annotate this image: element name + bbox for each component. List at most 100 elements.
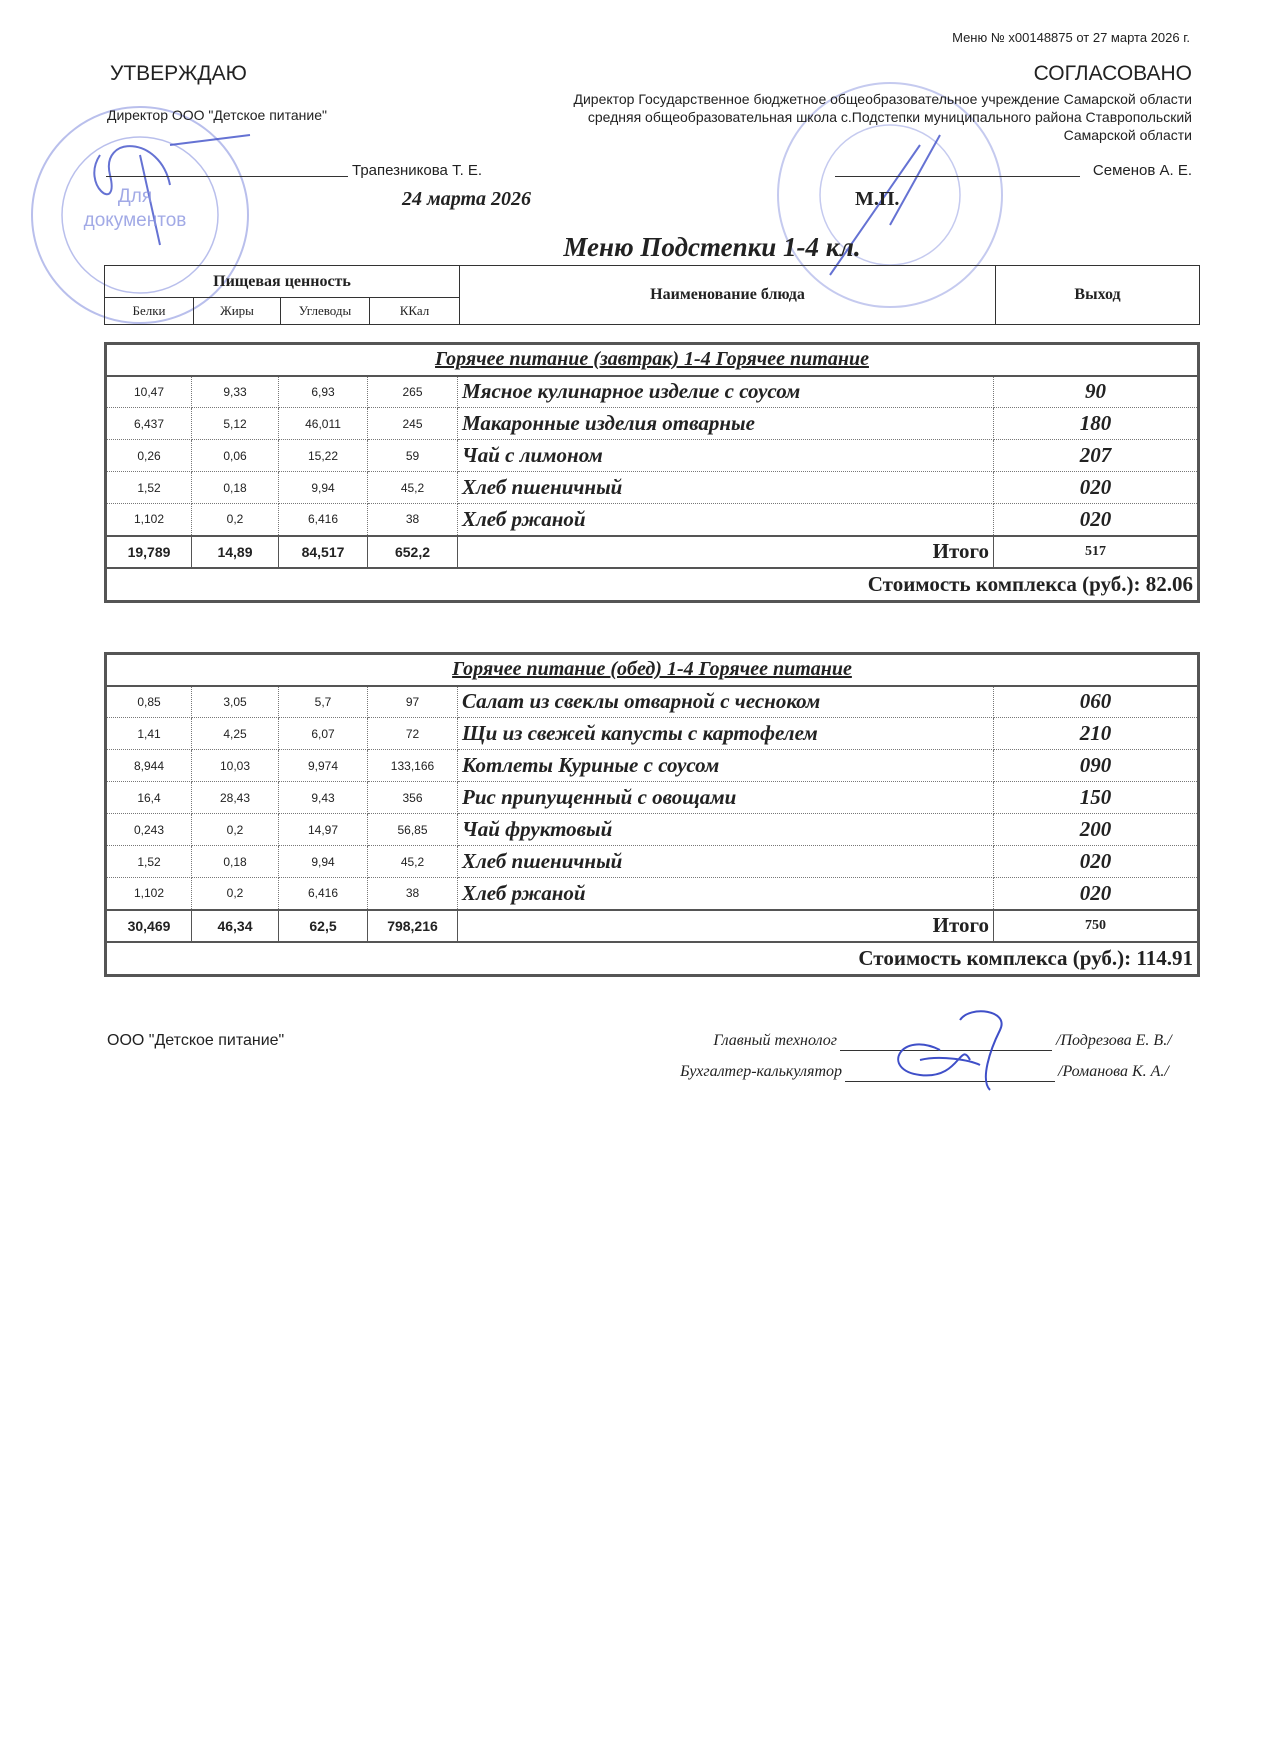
page-title: Меню Подстепки 1-4 кл. [563, 232, 861, 262]
total-carbs: 84,517 [278, 534, 368, 569]
cell-dish: Чай фруктовый [457, 813, 994, 846]
cell-carbs: 9,43 [278, 781, 368, 814]
cell-fats: 9,33 [191, 375, 279, 408]
cell-kcal: 133,166 [367, 749, 458, 782]
total-kcal: 652,2 [367, 534, 458, 569]
cell-output: 210 [993, 717, 1199, 750]
cell-carbs: 9,94 [278, 471, 368, 504]
cell-proteins: 1,41 [105, 717, 192, 750]
total-fats: 46,34 [191, 908, 279, 943]
cell-proteins: 1,102 [105, 877, 192, 910]
accountant-signature-line [845, 1081, 1055, 1082]
table-row: 1,52 0,18 9,94 45,2 Хлеб пшеничный 020 [105, 845, 1199, 878]
cell-fats: 10,03 [191, 749, 279, 782]
name-left: Трапезникова Т. Е. [352, 162, 483, 179]
cell-fats: 0,18 [191, 471, 279, 504]
total-dish: Итого [457, 908, 994, 943]
cell-carbs: 9,974 [278, 749, 368, 782]
cell-kcal: 56,85 [367, 813, 458, 846]
kcal-header: ККал [369, 297, 460, 325]
breakfast-section: Горячее питание (завтрак) 1-4 Горячее пи… [104, 342, 1200, 603]
cell-fats: 0,2 [191, 813, 279, 846]
cell-carbs: 5,7 [278, 685, 368, 718]
dish-header: Наименование блюда [459, 265, 996, 325]
complex-cost: Стоимость комплекса (руб.): 114.91 [105, 941, 1199, 976]
cell-fats: 5,12 [191, 407, 279, 440]
cell-output: 150 [993, 781, 1199, 814]
cell-output: 180 [993, 407, 1199, 440]
cell-carbs: 9,94 [278, 845, 368, 878]
cell-proteins: 6,437 [105, 407, 192, 440]
cell-kcal: 45,2 [367, 471, 458, 504]
approval-date: 24 марта 2026 [402, 188, 531, 210]
cell-output: 020 [993, 503, 1199, 536]
cell-kcal: 72 [367, 717, 458, 750]
technologist-role: Главный технолог [713, 1032, 837, 1049]
column-header: Пищевая ценность Наименование блюда Выхо… [104, 265, 1200, 325]
agree-label: СОГЛАСОВАНО [1033, 62, 1192, 85]
footer-org: ООО "Детское питание" [107, 1032, 285, 1049]
table-row: 6,437 5,12 46,011 245 Макаронные изделия отв… [105, 407, 1199, 440]
cell-output: 020 [993, 877, 1199, 910]
cell-dish: Мясное кулинарное изделие с соусом [457, 375, 994, 408]
cell-carbs: 6,07 [278, 717, 368, 750]
cell-dish: Котлеты Куриные с соусом [457, 749, 994, 782]
cell-carbs: 15,22 [278, 439, 368, 472]
carbs-header: Углеводы [280, 297, 370, 325]
table-row: 1,52 0,18 9,94 45,2 Хлеб пшеничный 020 [105, 471, 1199, 504]
output-header: Выход [995, 265, 1200, 325]
total-carbs: 62,5 [278, 908, 368, 943]
cell-dish: Салат из свеклы отварной с чесноком [457, 685, 994, 718]
cell-dish: Щи из свежей капусты с картофелем [457, 717, 994, 750]
cell-carbs: 14,97 [278, 813, 368, 846]
total-dish: Итого [457, 534, 994, 569]
cell-kcal: 45,2 [367, 845, 458, 878]
cell-dish: Хлеб ржаной [457, 503, 994, 536]
cell-dish: Рис припущенный с овощами [457, 781, 994, 814]
table-row: 0,243 0,2 14,97 56,85 Чай фруктовый 200 [105, 813, 1199, 846]
cell-dish: Хлеб ржаной [457, 877, 994, 910]
cell-output: 020 [993, 471, 1199, 504]
director-right: Директор Государственное бюджетное общео… [573, 91, 1192, 143]
cell-proteins: 0,243 [105, 813, 192, 846]
total-kcal: 798,216 [367, 908, 458, 943]
cell-output: 020 [993, 845, 1199, 878]
seal-place: М.П. [855, 188, 900, 210]
footer-signatures [897, 1010, 1003, 1091]
cell-output: 090 [993, 749, 1199, 782]
cell-output: 207 [993, 439, 1199, 472]
cell-carbs: 6,416 [278, 503, 368, 536]
stamp-text: Для документов [83, 186, 187, 231]
cell-fats: 0,06 [191, 439, 279, 472]
table-row: 0,85 3,05 5,7 97 Салат из свеклы отварной с … [105, 685, 1199, 718]
total-row: 30,469 46,34 62,5 798,216 Итого 750 [105, 908, 1199, 943]
section-caption: Горячее питание (обед) 1-4 Горячее питан… [105, 653, 1199, 687]
cell-kcal: 38 [367, 503, 458, 536]
cell-output: 90 [993, 375, 1199, 408]
table-row: 1,102 0,2 6,416 38 Хлеб ржаной 020 [105, 877, 1199, 910]
total-fats: 14,89 [191, 534, 279, 569]
cell-output: 200 [993, 813, 1199, 846]
table-row: 16,4 28,43 9,43 356 Рис припущенный с овощам… [105, 781, 1199, 814]
cell-proteins: 8,944 [105, 749, 192, 782]
lunch-section: Горячее питание (обед) 1-4 Горячее питан… [104, 652, 1200, 977]
approve-label: УТВЕРЖДАЮ [110, 62, 247, 85]
complex-cost: Стоимость комплекса (руб.): 82.06 [105, 567, 1199, 602]
cell-fats: 0,2 [191, 503, 279, 536]
cell-kcal: 265 [367, 375, 458, 408]
cell-fats: 28,43 [191, 781, 279, 814]
total-output: 750 [993, 908, 1199, 943]
cell-proteins: 1,102 [105, 503, 192, 536]
accountant-name: /Романова К. А./ [1058, 1063, 1169, 1080]
nutrition-header: Пищевая ценность [104, 265, 460, 298]
accountant-role: Бухгалтер-калькулятор [680, 1063, 842, 1080]
cell-dish: Макаронные изделия отварные [457, 407, 994, 440]
total-row: 19,789 14,89 84,517 652,2 Итого 517 [105, 534, 1199, 569]
cell-dish: Чай с лимоном [457, 439, 994, 472]
cell-proteins: 0,85 [105, 685, 192, 718]
fats-header: Жиры [193, 297, 281, 325]
table-row: 10,47 9,33 6,93 265 Мясное кулинарное издели… [105, 375, 1199, 408]
cell-fats: 0,18 [191, 845, 279, 878]
cell-kcal: 97 [367, 685, 458, 718]
cell-kcal: 245 [367, 407, 458, 440]
